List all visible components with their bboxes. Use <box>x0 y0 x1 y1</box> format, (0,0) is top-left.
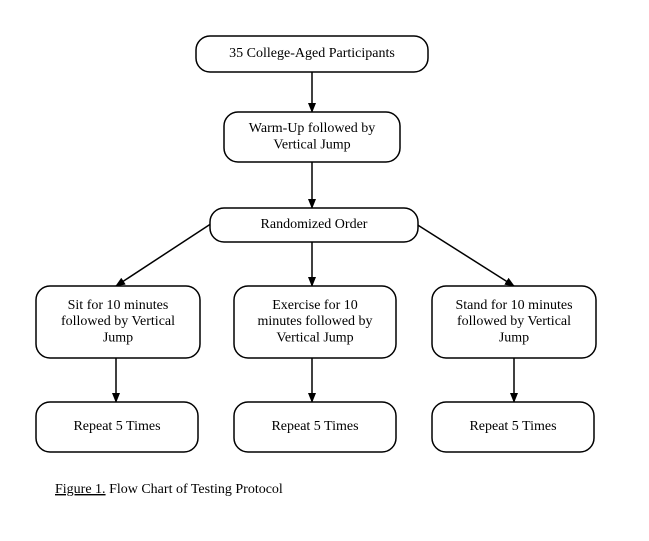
flow-node-label: Stand for 10 minutes <box>455 298 572 313</box>
flow-node-label: followed by Vertical <box>61 314 175 329</box>
flow-node: Stand for 10 minutesfollowed by Vertical… <box>432 286 596 358</box>
flow-node-label: minutes followed by <box>257 314 372 329</box>
figure-caption: Figure 1. Flow Chart of Testing Protocol <box>55 482 283 497</box>
flow-node-label: Repeat 5 Times <box>469 419 556 434</box>
flow-node-label: Vertical Jump <box>273 137 350 152</box>
flow-node: Warm-Up followed byVertical Jump <box>224 112 400 162</box>
flow-node-label: Repeat 5 Times <box>73 419 160 434</box>
flow-node: Sit for 10 minutesfollowed by VerticalJu… <box>36 286 200 358</box>
flow-node-label: followed by Vertical <box>457 314 571 329</box>
flow-node-label: Warm-Up followed by <box>249 121 375 136</box>
flow-node-label: Repeat 5 Times <box>271 419 358 434</box>
flow-node-label: 35 College-Aged Participants <box>229 46 395 61</box>
flow-node-label: Sit for 10 minutes <box>68 298 169 313</box>
flow-node: Randomized Order <box>210 208 418 242</box>
flow-node: 35 College-Aged Participants <box>196 36 428 72</box>
flow-node: Exercise for 10minutes followed byVertic… <box>234 286 396 358</box>
flow-node: Repeat 5 Times <box>432 402 594 452</box>
flow-node: Repeat 5 Times <box>36 402 198 452</box>
flowchart-canvas: 35 College-Aged Participants Warm-Up foll… <box>0 0 649 541</box>
flow-node-label: Randomized Order <box>261 217 368 232</box>
figure-caption-label: Figure 1. <box>55 482 106 497</box>
flow-node-label: Jump <box>499 330 529 345</box>
flow-node: Repeat 5 Times <box>234 402 396 452</box>
flow-node-label: Exercise for 10 <box>272 298 358 313</box>
flow-node-label: Vertical Jump <box>276 330 353 345</box>
figure-caption-text: Flow Chart of Testing Protocol <box>106 482 283 497</box>
flow-node-label: Jump <box>103 330 133 345</box>
canvas-background <box>0 0 649 541</box>
